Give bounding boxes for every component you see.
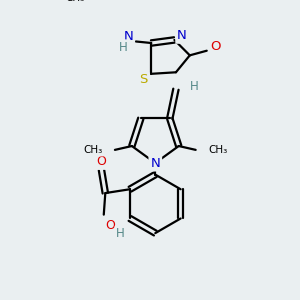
Text: H: H [116,226,125,240]
Text: O: O [105,219,115,232]
Text: H: H [119,41,128,54]
Text: S: S [140,74,148,86]
Text: N: N [177,29,187,42]
Text: N: N [150,157,160,169]
Text: N: N [123,30,133,44]
Text: O: O [211,40,221,53]
Text: H: H [190,80,199,93]
Text: CH₃: CH₃ [83,145,103,155]
Text: CH₃: CH₃ [66,0,85,3]
Text: O: O [97,155,106,168]
Text: CH₃: CH₃ [208,145,227,155]
